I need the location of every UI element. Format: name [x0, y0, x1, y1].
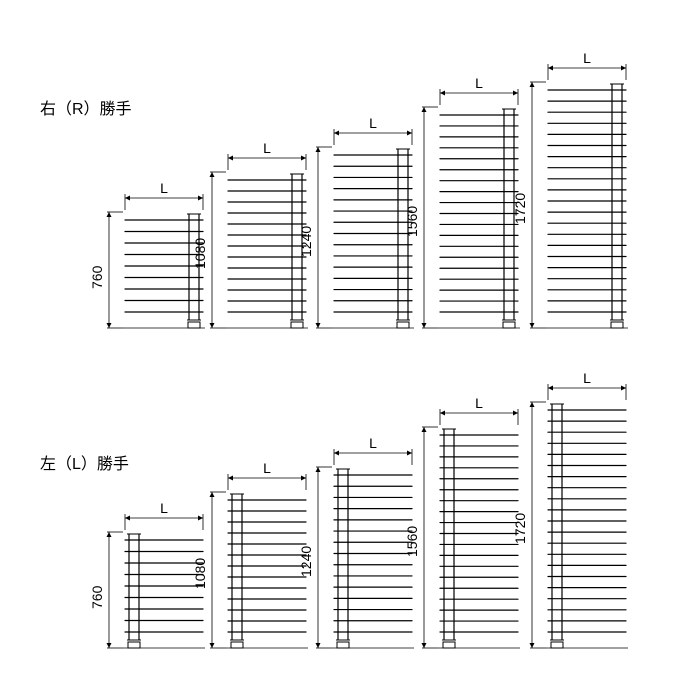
height-dimension-label: 1720 [512, 500, 528, 544]
height-dimension-label: 1080 [192, 545, 208, 589]
width-dimension-label: L [440, 75, 518, 91]
height-dimension-label: 1560 [404, 193, 420, 237]
radiator-svg [526, 374, 644, 660]
width-dimension-label: L [334, 435, 412, 451]
row-label: 右（R）勝手 [40, 95, 132, 119]
width-dimension-label: L [334, 115, 412, 131]
diagram-page: 右（R）勝手L760L1080L1240L1560L1720左（L）勝手L760… [0, 0, 700, 700]
width-dimension-label: L [125, 500, 203, 516]
row-label: 左（L）勝手 [40, 450, 129, 474]
width-dimension-label: L [548, 50, 626, 66]
width-dimension-label: L [228, 460, 306, 476]
height-dimension-label: 760 [89, 245, 105, 289]
width-dimension-label: L [548, 370, 626, 386]
height-dimension-label: 1240 [298, 533, 314, 577]
width-dimension-label: L [440, 395, 518, 411]
height-dimension-label: 1720 [512, 180, 528, 224]
height-dimension-label: 760 [89, 565, 105, 609]
height-dimension-label: 1080 [192, 225, 208, 269]
width-dimension-label: L [228, 140, 306, 156]
radiator-unit: L1720 [526, 374, 644, 660]
height-dimension-label: 1240 [298, 213, 314, 257]
radiator-svg [526, 54, 644, 340]
width-dimension-label: L [125, 180, 203, 196]
radiator-unit: L1720 [526, 54, 644, 340]
height-dimension-label: 1560 [404, 513, 420, 557]
